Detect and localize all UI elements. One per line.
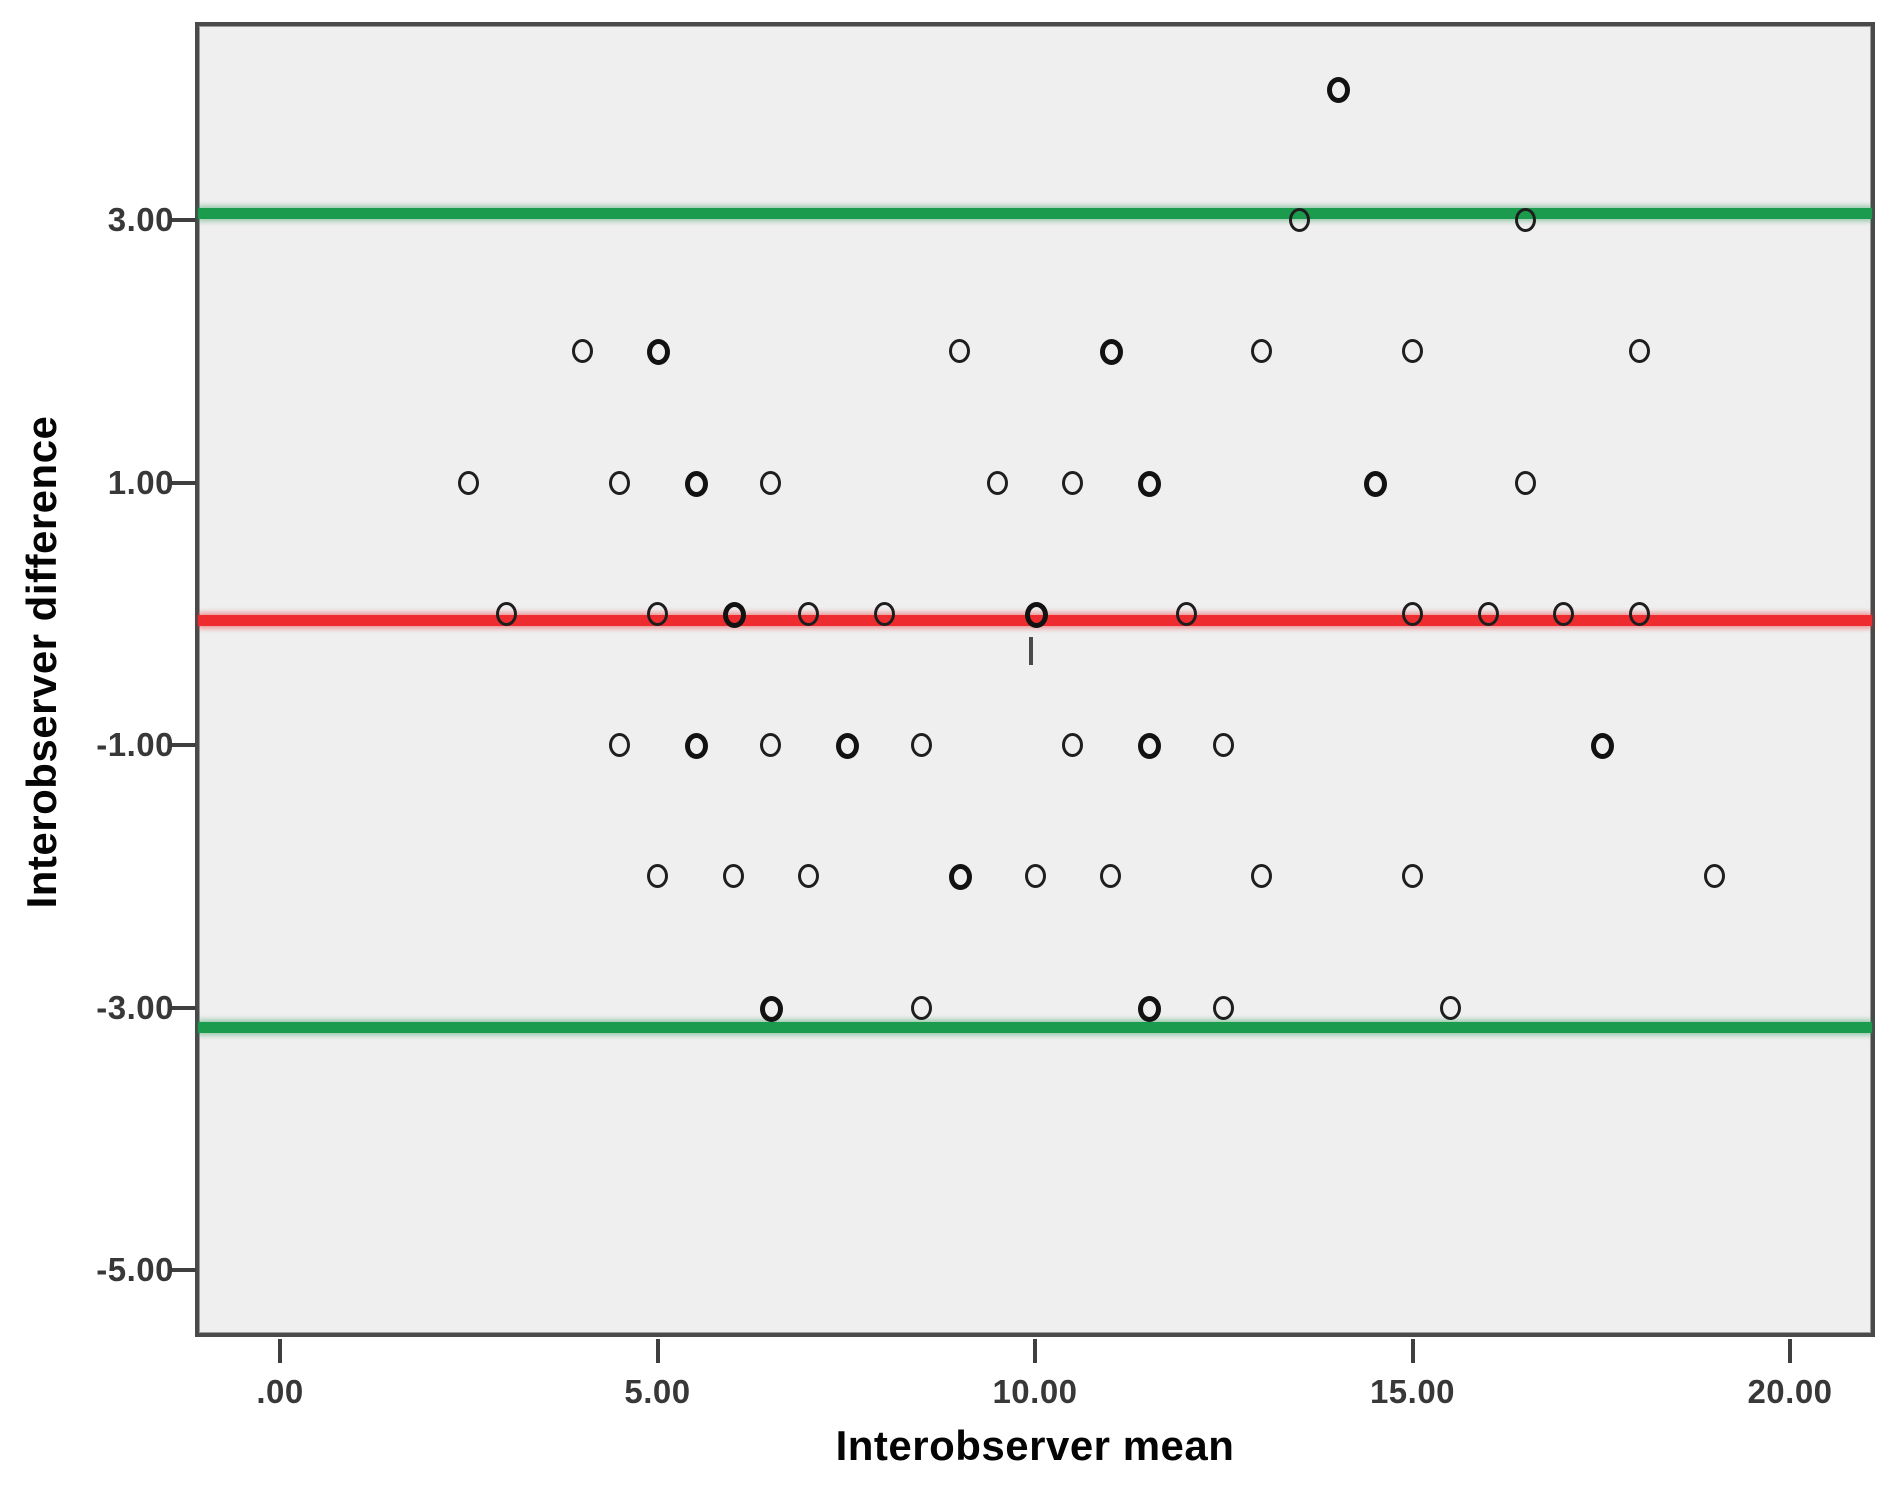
- x-tick-mark: [1788, 1339, 1792, 1363]
- data-point: [760, 733, 782, 757]
- x-tick-mark: [278, 1339, 282, 1363]
- y-tick-mark: [172, 743, 196, 747]
- data-point: [760, 995, 784, 1022]
- data-point: [1553, 601, 1574, 626]
- data-point: [1628, 601, 1650, 626]
- y-tick-label: -5.00: [96, 1251, 174, 1288]
- x-axis-title: Interobserver mean: [835, 1422, 1235, 1469]
- data-point: [647, 601, 668, 626]
- y-tick-label: -1.00: [96, 726, 174, 763]
- data-point: [1628, 339, 1650, 364]
- data-point: [1515, 208, 1537, 232]
- data-point: [1175, 601, 1197, 626]
- y-tick-mark: [172, 218, 196, 222]
- data-point: [571, 339, 593, 364]
- data-point: [609, 733, 631, 757]
- data-point: [911, 995, 933, 1020]
- x-tick-label: .00: [256, 1373, 304, 1410]
- data-point: [647, 339, 670, 366]
- data-point: [1062, 733, 1084, 757]
- data-point: [1402, 339, 1423, 364]
- data-point: [949, 864, 972, 891]
- data-point: [458, 470, 480, 495]
- x-tick-label: 10.00: [992, 1373, 1078, 1410]
- data-point: [1402, 864, 1423, 889]
- data-point: [1590, 733, 1614, 759]
- x-tick-mark: [1033, 1339, 1037, 1363]
- data-point: [1024, 864, 1046, 889]
- data-point: [1137, 733, 1161, 759]
- x-tick-mark: [1410, 1339, 1415, 1363]
- y-tick-mark: [172, 480, 196, 485]
- data-point: [1402, 601, 1423, 626]
- data-point: [647, 864, 668, 889]
- x-tick-label: 15.00: [1369, 1373, 1456, 1410]
- y-tick-mark: [172, 1005, 196, 1010]
- y-tick-label: -3.00: [96, 988, 174, 1026]
- data-point: [1100, 864, 1121, 889]
- data-point: [1288, 208, 1310, 232]
- data-point: [722, 864, 744, 889]
- data-point: [760, 470, 782, 495]
- data-point: [1477, 601, 1499, 626]
- data-point: [986, 470, 1008, 495]
- plot-area: [195, 22, 1875, 1337]
- data-point: [1100, 339, 1123, 366]
- lower-limit-of-agreement-line: [198, 1021, 1872, 1033]
- y-tick-label: 1.00: [107, 463, 174, 501]
- upper-limit-of-agreement-line: [198, 207, 1872, 219]
- data-point: [873, 601, 895, 626]
- data-point: [684, 733, 708, 759]
- data-point: [1515, 470, 1537, 495]
- data-point: [609, 470, 631, 495]
- data-point: [1137, 470, 1161, 497]
- x-tick-mark: [655, 1339, 660, 1363]
- x-tick-label: 20.00: [1747, 1373, 1833, 1410]
- data-point: [1439, 995, 1461, 1020]
- data-point: [835, 733, 859, 759]
- data-point: [1062, 470, 1084, 495]
- data-point: [1213, 995, 1235, 1020]
- data-point: [1364, 470, 1388, 497]
- y-tick-mark: [172, 1268, 196, 1272]
- data-point: [798, 601, 819, 626]
- data-point: [798, 864, 819, 889]
- data-point: [949, 339, 970, 364]
- data-point: [722, 601, 746, 628]
- y-tick-label: 3.00: [107, 201, 174, 238]
- data-point: [1704, 864, 1725, 889]
- data-point: [496, 601, 517, 626]
- data-point: [1213, 733, 1235, 757]
- x-tick-label: 5.00: [624, 1373, 691, 1410]
- data-point: [1251, 864, 1272, 889]
- data-point: [1251, 339, 1272, 364]
- data-point: [1137, 995, 1161, 1022]
- data-point: [1326, 76, 1350, 103]
- data-point: [1024, 601, 1048, 628]
- data-point: [911, 733, 933, 757]
- data-point: [684, 470, 708, 497]
- stray-dash-mark: [1029, 637, 1034, 665]
